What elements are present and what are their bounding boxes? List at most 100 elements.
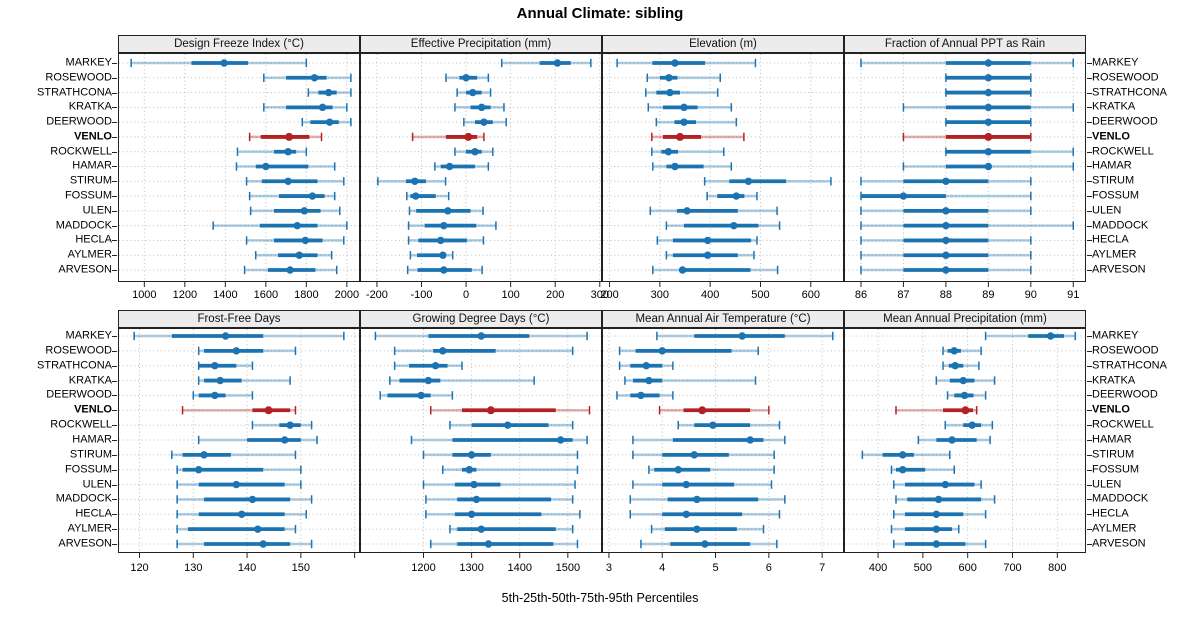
percentile-row-markey — [984, 331, 1076, 341]
station-label-left-hamar: HAMAR — [72, 159, 112, 172]
x-tick-label: 800 — [1048, 562, 1067, 574]
percentile-row-kratka — [647, 103, 733, 112]
row-axis-tick — [1087, 107, 1092, 109]
percentile-row-deerwood — [192, 391, 254, 400]
percentile-row-aylmer — [890, 524, 960, 534]
median-dot — [439, 347, 447, 355]
median-dot — [671, 59, 679, 67]
percentile-row-ulen — [408, 206, 484, 216]
row-axis-tick — [1087, 469, 1092, 471]
x-tick-label: 1800 — [294, 289, 319, 301]
station-label-right-stirum: STIRUM — [1092, 174, 1135, 187]
percentile-row-ulen — [422, 480, 576, 489]
median-dot — [932, 510, 941, 518]
median-dot — [941, 480, 949, 489]
percentile-row-hamar — [917, 435, 991, 445]
row-axis-tick — [112, 269, 117, 271]
median-dot — [942, 221, 950, 230]
panel-strip-effective-precipitation-mm: Effective Precipitation (mm) — [360, 35, 602, 53]
station-label-left-maddock: MADDOCK — [55, 492, 112, 505]
station-label-left-deerwood: DEERWOOD — [46, 115, 112, 128]
median-dot — [984, 118, 993, 126]
panel-title: Growing Degree Days (°C) — [412, 313, 550, 325]
x-tick-label: 88 — [939, 289, 953, 301]
median-dot — [325, 118, 334, 126]
x-tick-label: 200 — [546, 289, 565, 301]
x-tick-label: 1400 — [213, 289, 238, 301]
percentile-row-stirum — [861, 450, 951, 460]
x-tick-label: 1400 — [507, 562, 532, 574]
median-dot — [477, 332, 485, 340]
median-dot — [658, 347, 666, 355]
percentile-row-arveson — [860, 265, 1032, 275]
percentile-row-hecla — [407, 236, 485, 245]
x-tick-label: 300 — [650, 289, 670, 301]
percentile-row-stirum — [703, 177, 832, 186]
percentile-row-aylmer — [254, 251, 333, 260]
station-label-right-strathcona: STRATHCONA — [1092, 86, 1167, 99]
station-label-right-hecla: HECLA — [1092, 507, 1129, 520]
row-axis-tick — [112, 395, 117, 397]
percentile-row-rosewood — [263, 73, 352, 82]
station-label-right-arveson: ARVESON — [1092, 263, 1146, 276]
percentile-row-maddock — [407, 221, 497, 230]
percentile-row-arveson — [429, 539, 579, 549]
median-dot — [431, 362, 440, 370]
row-axis-tick — [112, 336, 117, 337]
station-label-left-venlo: VENLO — [74, 403, 112, 416]
median-dot — [942, 177, 950, 185]
median-dot — [934, 495, 943, 504]
row-axis-tick — [112, 225, 117, 227]
median-dot — [556, 436, 565, 444]
station-label-right-markey: MARKEY — [1092, 329, 1139, 342]
row-axis-tick — [112, 107, 117, 109]
station-label-left-rockwell: ROCKWELL — [50, 145, 112, 158]
x-tick-label: 700 — [1003, 562, 1022, 574]
median-dot — [744, 177, 753, 185]
percentile-row-fossum — [406, 191, 450, 201]
row-axis-tick — [112, 425, 117, 427]
percentile-row-aylmer — [860, 251, 1032, 260]
panel-border — [118, 328, 360, 553]
row-axis-tick — [1087, 395, 1092, 397]
x-tick-label: 140 — [237, 562, 257, 574]
x-tick-label: 90 — [1024, 289, 1037, 301]
percentile-row-markey — [374, 331, 588, 341]
panel-strip-mean-annual-precipitation-mm: Mean Annual Precipitation (mm) — [844, 310, 1086, 328]
x-tick-label: 600 — [801, 289, 820, 301]
median-dot — [436, 236, 445, 245]
row-axis-tick — [1087, 365, 1092, 367]
median-dot — [439, 251, 447, 259]
station-label-right-kratka: KRATKA — [1092, 100, 1136, 113]
station-label-left-deerwood: DEERWOOD — [46, 388, 112, 401]
percentile-row-venlo — [411, 132, 485, 142]
median-dot — [701, 540, 709, 548]
median-dot — [645, 376, 653, 385]
x-tick-label: 86 — [854, 289, 868, 301]
percentile-row-strathcona — [945, 88, 1032, 97]
panel-border — [602, 328, 844, 553]
station-label-right-venlo: VENLO — [1092, 130, 1130, 143]
row-axis-tick — [1087, 499, 1092, 501]
row-axis-tick — [1087, 181, 1092, 183]
median-dot — [444, 207, 452, 215]
station-label-left-markey: MARKEY — [65, 56, 112, 69]
row-axis-tick — [1087, 166, 1092, 168]
median-dot — [424, 376, 433, 385]
median-dot — [286, 421, 294, 429]
x-tick-label: 400 — [868, 562, 888, 574]
station-label-right-rosewood: ROSEWOOD — [1092, 344, 1159, 357]
row-axis-tick — [1087, 454, 1092, 456]
median-dot — [683, 207, 691, 215]
percentile-row-hecla — [892, 510, 987, 519]
median-dot — [671, 162, 679, 171]
station-label-right-aylmer: AYLMER — [1092, 522, 1137, 535]
median-dot — [486, 406, 495, 415]
row-axis-tick — [1087, 63, 1092, 64]
median-dot — [678, 266, 687, 274]
percentile-row-rosewood — [197, 346, 297, 356]
percentile-row-hecla — [656, 236, 758, 245]
row-axis-tick — [112, 122, 117, 124]
station-label-left-rosewood: ROSEWOOD — [45, 344, 112, 357]
